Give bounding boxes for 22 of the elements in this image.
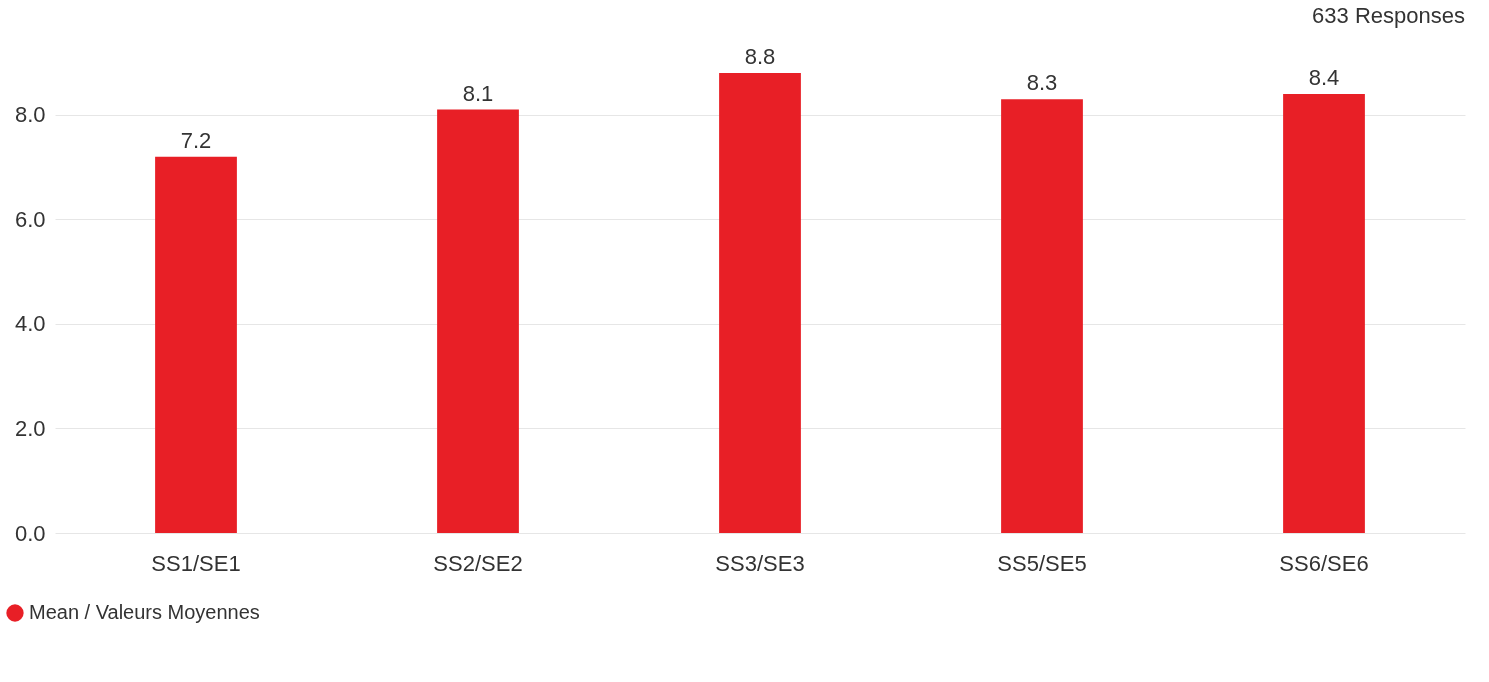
y-tick-label: 2.0 <box>14 415 46 441</box>
bar <box>1283 93 1365 533</box>
bar <box>719 73 801 533</box>
x-tick-label: SS6/SE6 <box>1279 550 1369 576</box>
x-tick-label: SS1/SE1 <box>151 550 241 576</box>
data-label: 8.1 <box>462 80 494 106</box>
legend-label: Mean / Valeurs Moyennes <box>29 601 260 623</box>
bar <box>437 109 519 533</box>
data-label: 8.8 <box>744 44 776 69</box>
y-tick-label: 6.0 <box>14 206 46 232</box>
bar <box>155 156 237 533</box>
x-tick-label: SS5/SE5 <box>997 550 1087 576</box>
data-label: 7.2 <box>180 127 212 153</box>
bar <box>1001 99 1083 533</box>
y-tick-label: 4.0 <box>14 311 46 337</box>
x-tick-label: SS3/SE3 <box>715 550 805 576</box>
text: 633 Responses <box>1312 3 1465 28</box>
y-tick-label: 8.0 <box>14 102 46 128</box>
y-tick-label: 0.0 <box>14 520 46 546</box>
x-tick-label: SS2/SE2 <box>433 550 523 576</box>
data-label: 8.3 <box>1026 70 1058 96</box>
data-label: 8.4 <box>1308 64 1340 90</box>
